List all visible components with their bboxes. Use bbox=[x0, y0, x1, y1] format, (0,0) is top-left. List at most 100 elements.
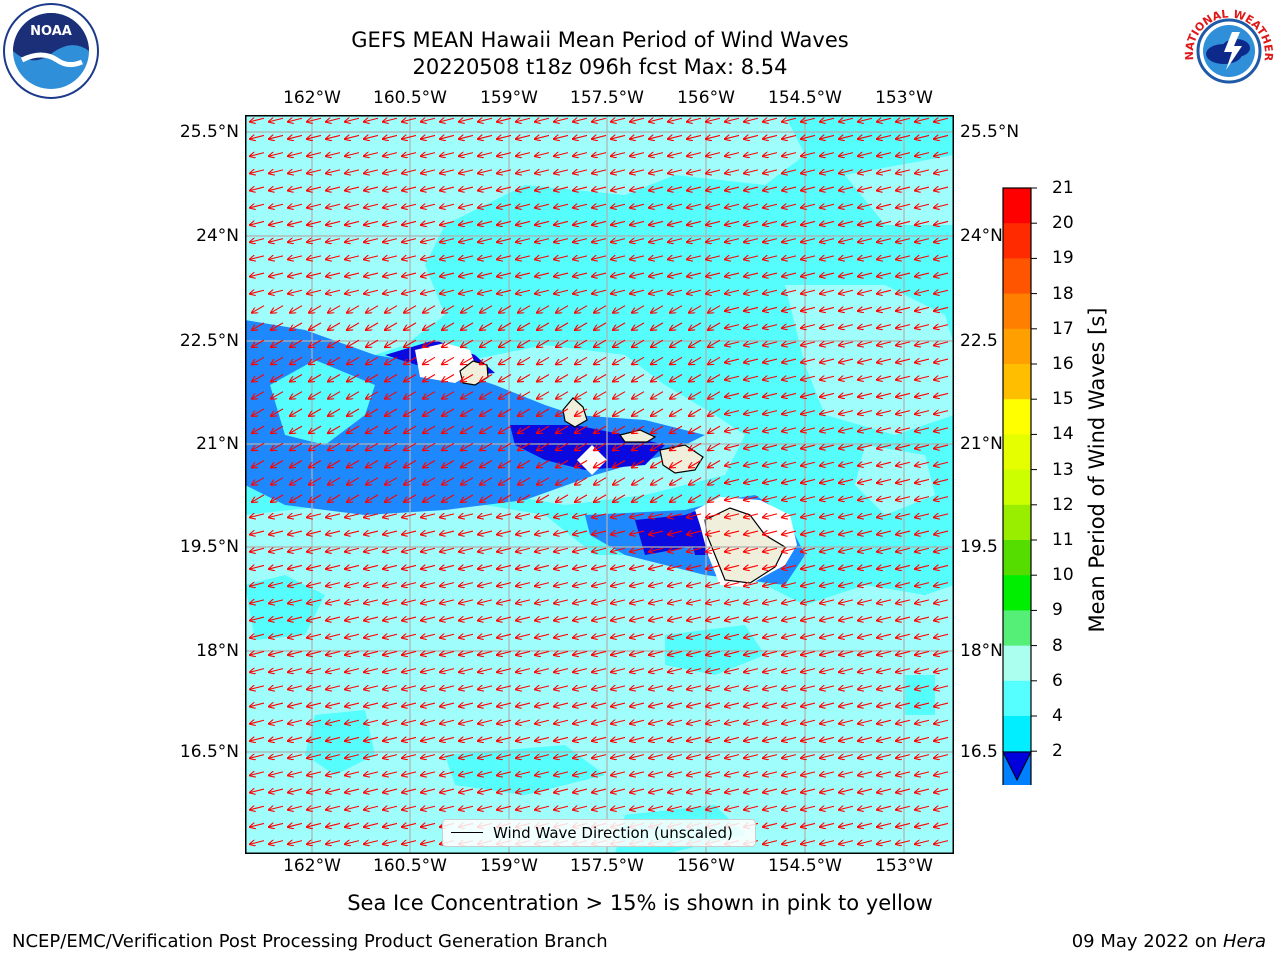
wave-direction-arrow bbox=[366, 460, 379, 468]
wave-direction-arrow bbox=[670, 322, 683, 330]
lon-label-bottom: 160.5°W bbox=[373, 856, 447, 876]
wave-direction-arrow bbox=[630, 170, 645, 174]
wave-direction-arrow bbox=[288, 153, 303, 157]
wave-direction-arrow bbox=[630, 273, 645, 277]
wave-direction-arrow bbox=[632, 305, 645, 313]
wave-direction-arrow bbox=[404, 391, 417, 399]
wave-direction-arrow bbox=[934, 342, 949, 346]
wave-direction-arrow bbox=[670, 374, 683, 382]
lat-label-right: 22.5 bbox=[960, 331, 998, 351]
wave-direction-arrow bbox=[651, 460, 664, 468]
wave-direction-arrow bbox=[725, 411, 740, 415]
colorbar-block bbox=[1003, 399, 1031, 435]
wave-direction-arrow bbox=[421, 256, 436, 260]
wave-direction-arrow bbox=[328, 408, 341, 416]
wave-direction-arrow bbox=[250, 239, 265, 243]
wave-direction-arrow bbox=[573, 118, 588, 122]
wave-direction-arrow bbox=[499, 322, 512, 330]
wave-direction-arrow bbox=[575, 442, 588, 450]
wave-direction-arrow bbox=[499, 460, 512, 468]
wave-direction-arrow bbox=[535, 256, 550, 260]
legend-line-sample bbox=[451, 832, 483, 833]
wave-direction-arrow bbox=[649, 256, 664, 260]
wave-direction-arrow bbox=[763, 221, 778, 225]
wave-direction-arrow bbox=[820, 462, 835, 466]
wave-direction-arrow bbox=[271, 477, 284, 485]
wave-direction-arrow bbox=[556, 477, 569, 485]
wave-direction-arrow bbox=[858, 273, 873, 277]
noaa-logo-text: NOAA bbox=[30, 24, 72, 39]
lon-label-bottom: 154.5°W bbox=[768, 856, 842, 876]
wave-direction-arrow bbox=[497, 135, 512, 139]
wave-direction-arrow bbox=[347, 425, 360, 433]
wave-direction-arrow bbox=[651, 322, 664, 330]
wave-direction-arrow bbox=[668, 221, 683, 225]
wave-direction-arrow bbox=[877, 428, 892, 432]
wave-direction-arrow bbox=[725, 221, 740, 225]
wave-direction-arrow bbox=[423, 391, 436, 399]
wave-direction-arrow bbox=[744, 307, 759, 311]
wave-direction-arrow bbox=[858, 256, 873, 260]
colorbar-block bbox=[1003, 680, 1031, 717]
wave-direction-arrow bbox=[497, 204, 512, 208]
wave-direction-arrow bbox=[896, 170, 911, 174]
wave-direction-arrow bbox=[763, 462, 778, 466]
wave-direction-arrow bbox=[858, 135, 873, 139]
wave-direction-arrow bbox=[554, 221, 569, 225]
wave-direction-arrow bbox=[706, 135, 721, 139]
wave-direction-arrow bbox=[649, 187, 664, 191]
wave-direction-arrow bbox=[423, 460, 436, 468]
wave-direction-arrow bbox=[309, 374, 322, 382]
wave-direction-arrow bbox=[896, 307, 911, 311]
wave-direction-arrow bbox=[858, 118, 873, 122]
wave-direction-arrow bbox=[269, 256, 284, 260]
map-legend: Wind Wave Direction (unscaled) bbox=[442, 819, 756, 847]
wave-direction-arrow bbox=[252, 408, 265, 416]
colorbar-tick-label: 6 bbox=[1052, 670, 1063, 691]
wave-direction-arrow bbox=[307, 273, 322, 277]
wave-direction-arrow bbox=[554, 239, 569, 243]
wave-direction-arrow bbox=[651, 391, 664, 399]
footer-date-text: 09 May 2022 on bbox=[1071, 931, 1223, 952]
wave-direction-arrow bbox=[896, 342, 911, 346]
wave-direction-arrow bbox=[877, 256, 892, 260]
wave-direction-arrow bbox=[934, 445, 949, 449]
wave-direction-arrow bbox=[877, 445, 892, 449]
wave-direction-arrow bbox=[782, 239, 797, 243]
wave-direction-arrow bbox=[877, 187, 892, 191]
wave-direction-arrow bbox=[896, 204, 911, 208]
wave-direction-arrow bbox=[689, 391, 702, 399]
wave-direction-arrow bbox=[269, 153, 284, 157]
wave-direction-arrow bbox=[839, 411, 854, 415]
wave-direction-arrow bbox=[497, 239, 512, 243]
colorbar-tick-label: 14 bbox=[1052, 424, 1074, 445]
wave-direction-arrow bbox=[896, 187, 911, 191]
wave-direction-arrow bbox=[404, 339, 417, 347]
wave-direction-arrow bbox=[345, 135, 360, 139]
wave-direction-arrow bbox=[839, 342, 854, 346]
wave-direction-arrow bbox=[535, 290, 550, 294]
wave-direction-arrow bbox=[782, 187, 797, 191]
wave-direction-arrow bbox=[288, 273, 303, 277]
wave-direction-arrow bbox=[252, 374, 265, 382]
wave-direction-arrow bbox=[271, 408, 284, 416]
wave-direction-arrow bbox=[670, 442, 683, 450]
wave-direction-arrow bbox=[839, 325, 854, 329]
wave-direction-arrow bbox=[328, 442, 341, 450]
colorbar-tick-label: 20 bbox=[1052, 213, 1074, 234]
wave-direction-arrow bbox=[651, 339, 664, 347]
wave-direction-arrow bbox=[744, 462, 759, 466]
wave-direction-arrow bbox=[858, 462, 873, 466]
wave-direction-arrow bbox=[345, 221, 360, 225]
wave-direction-arrow bbox=[480, 305, 493, 313]
wind-wave-map bbox=[245, 115, 954, 854]
wave-direction-arrow bbox=[269, 204, 284, 208]
wave-direction-arrow bbox=[345, 256, 360, 260]
wave-direction-arrow bbox=[668, 256, 683, 260]
wave-direction-arrow bbox=[404, 322, 417, 330]
wave-direction-arrow bbox=[763, 118, 778, 122]
wave-direction-arrow bbox=[461, 425, 474, 433]
wave-direction-arrow bbox=[858, 170, 873, 174]
wave-direction-arrow bbox=[347, 391, 360, 399]
wave-direction-arrow bbox=[459, 256, 474, 260]
